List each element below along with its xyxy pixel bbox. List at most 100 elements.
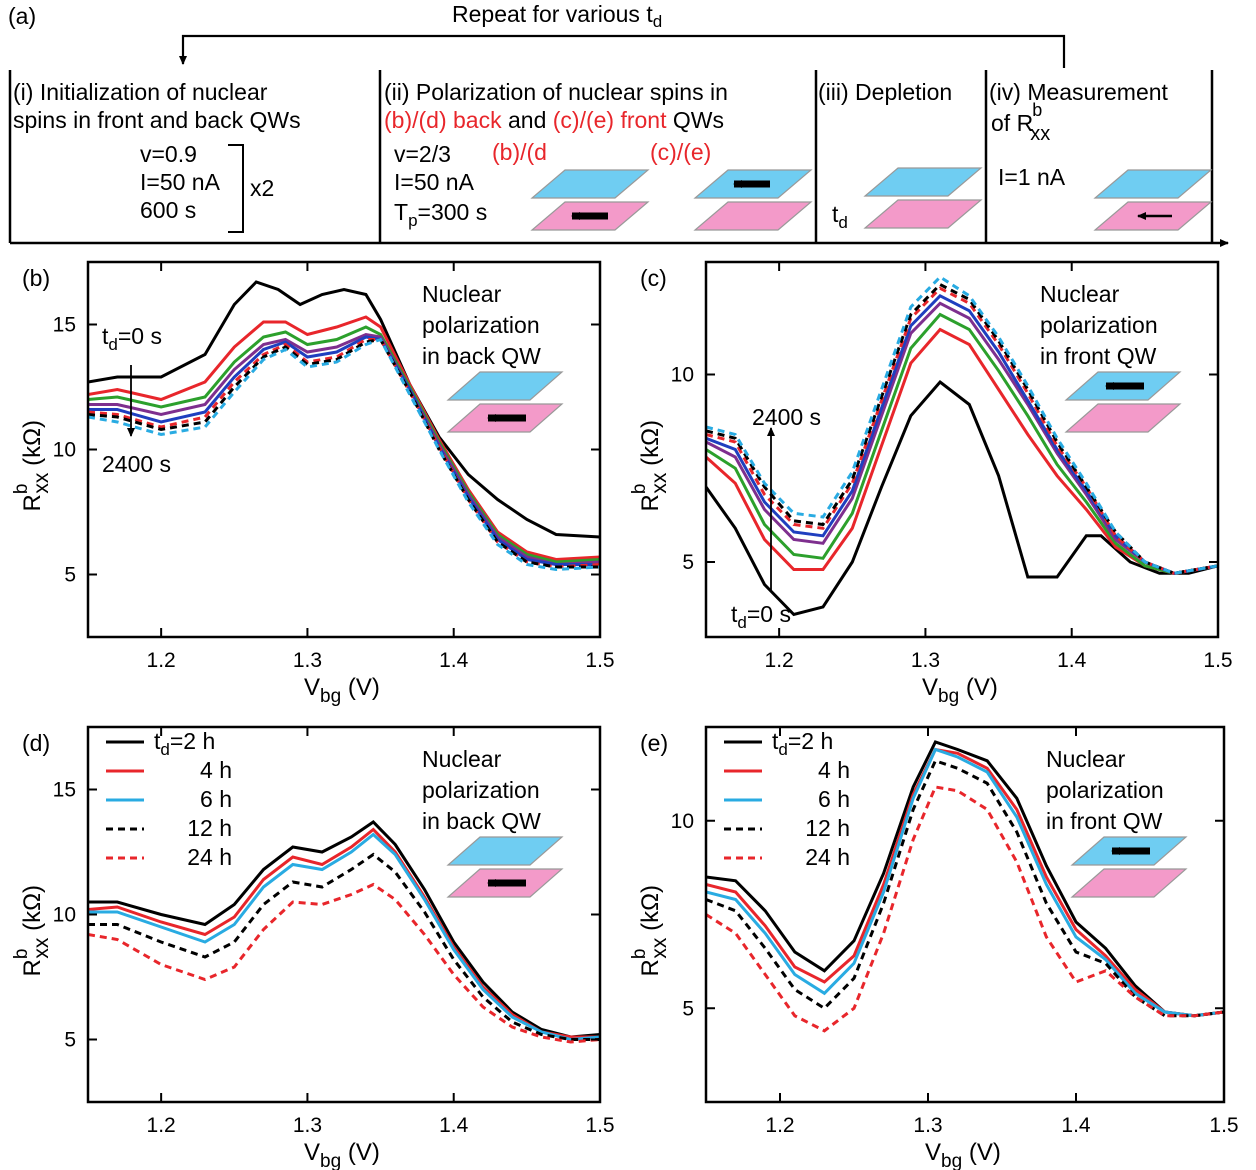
- series-line: [88, 827, 600, 1039]
- series-line: [88, 337, 600, 569]
- panel-label: (e): [640, 730, 668, 756]
- series-line: [88, 280, 600, 539]
- series-line: [88, 332, 600, 567]
- x-axis-label: Vbg (V): [922, 674, 998, 707]
- series-line: [88, 337, 600, 572]
- annotation-text: Nuclear: [1040, 281, 1120, 307]
- x-tick-label: 1.4: [1057, 649, 1087, 672]
- series-line: [706, 379, 1218, 617]
- y-tick-label: 5: [64, 1029, 76, 1052]
- y-axis-label: Rbxx (kΩ): [629, 420, 671, 512]
- x-tick-label: 1.2: [147, 649, 176, 672]
- series-line: [706, 747, 1224, 1018]
- front-qw-sheet: [446, 371, 564, 401]
- y-tick-label: 10: [53, 439, 76, 462]
- series-line: [706, 286, 1218, 575]
- series-line: [706, 275, 1218, 575]
- step3-td: td: [832, 201, 848, 232]
- legend-label: 12 h: [187, 815, 232, 841]
- x-axis-label: Vbg (V): [304, 1139, 380, 1170]
- series-line: [706, 301, 1218, 575]
- step2-tp: Tp=300 s: [394, 199, 487, 230]
- series-line: [88, 335, 600, 566]
- x-tick-label: 1.5: [585, 649, 614, 672]
- repeat-loop-arrow: [179, 34, 1066, 68]
- series-line: [88, 325, 600, 564]
- legend-label: td=2 h: [154, 728, 215, 759]
- annotation-text: polarization: [1046, 777, 1164, 803]
- x-axis-label: Vbg (V): [304, 674, 380, 707]
- series-line: [706, 312, 1218, 575]
- front-qw-sheet: [446, 836, 564, 866]
- x-tick-label: 1.3: [911, 649, 940, 672]
- arrow-label-top: td=0 s: [102, 323, 162, 354]
- y-tick-label: 15: [53, 779, 76, 802]
- annotation-text: in front QW: [1040, 343, 1157, 369]
- series-line: [706, 327, 1218, 575]
- y-axis-label: Rbxx (kΩ): [629, 885, 671, 977]
- front-qw-sheet: [530, 169, 650, 199]
- annotation-text: in back QW: [422, 343, 541, 369]
- x-tick-label: 1.4: [439, 1114, 469, 1137]
- plot-frame: [704, 260, 1220, 639]
- back-qw-sheet: [1064, 403, 1182, 433]
- back-qw-sheet: [1070, 868, 1188, 898]
- step1-subtitle: spins in front and back QWs: [13, 107, 301, 133]
- step2-param: v=2/3: [394, 141, 451, 167]
- arrow-label-bottom: td=0 s: [731, 601, 791, 632]
- annotation-text: Nuclear: [422, 281, 502, 307]
- y-tick-label: 10: [53, 904, 76, 927]
- annotation-text: polarization: [422, 312, 540, 338]
- series-line: [706, 747, 1224, 1018]
- step2-subtitle: (b)/(d) back and (c)/(e) front QWs: [384, 107, 724, 133]
- legend-label: 4 h: [200, 757, 232, 783]
- repeat-loop-label: Repeat for various td: [452, 1, 662, 31]
- protocol-schematic: (a) Repeat for various td (i) Initializa…: [8, 1, 1229, 247]
- x-tick-label: 1.5: [1203, 649, 1232, 672]
- y-axis-label: Rbxx (kΩ): [11, 420, 53, 512]
- annotation-text: polarization: [1040, 312, 1158, 338]
- arrow-label-bottom: 2400 s: [102, 451, 171, 477]
- y-tick-label: 10: [671, 364, 694, 387]
- step2-label-back: (b)/(d: [492, 139, 547, 165]
- x-tick-label: 1.5: [1209, 1114, 1238, 1137]
- legend-label: 24 h: [805, 844, 850, 870]
- x-tick-label: 1.3: [293, 1114, 322, 1137]
- back-qw-sheet: [863, 199, 983, 229]
- x-tick-label: 1.5: [585, 1114, 614, 1137]
- y-tick-label: 5: [682, 997, 694, 1020]
- series-line: [88, 882, 600, 1044]
- x-tick-label: 1.2: [765, 1114, 794, 1137]
- series-line: [88, 852, 600, 1041]
- series-line: [706, 740, 1224, 1018]
- x-axis-label: Vbg (V): [925, 1139, 1001, 1170]
- legend-label: 6 h: [200, 786, 232, 812]
- annotation-text: Nuclear: [422, 746, 502, 772]
- legend-label: 6 h: [818, 786, 850, 812]
- step2-param: I=50 nA: [394, 169, 475, 195]
- x-tick-label: 1.4: [439, 649, 469, 672]
- panel-label-a: (a): [8, 3, 36, 29]
- legend-label: 24 h: [187, 844, 232, 870]
- series-line: [706, 785, 1224, 1033]
- panel-label: (d): [22, 730, 50, 756]
- legend-label: 4 h: [818, 757, 850, 783]
- y-axis-label: Rbxx (kΩ): [11, 885, 53, 977]
- annotation-text: polarization: [422, 777, 540, 803]
- step1-repeat: x2: [250, 175, 274, 201]
- step1-param: I=50 nA: [140, 169, 221, 195]
- y-tick-label: 15: [53, 314, 76, 337]
- chart-panel-c: 1.2 1.3 1.4 1.5 5 10 Vbg (V) Rbxx (kΩ) (c) Nuclea…: [629, 260, 1233, 707]
- step4-param: I=1 nA: [998, 164, 1066, 190]
- x-tick-label: 1.2: [147, 1114, 176, 1137]
- x-tick-label: 1.4: [1061, 1114, 1091, 1137]
- series-line: [88, 832, 600, 1042]
- y-tick-label: 5: [682, 551, 694, 574]
- y-tick-label: 5: [64, 564, 76, 587]
- x-tick-label: 1.3: [293, 649, 322, 672]
- series-line: [88, 820, 600, 1039]
- repeat-bracket: [228, 144, 244, 233]
- annotation-text: Nuclear: [1046, 746, 1126, 772]
- step1-param: 600 s: [140, 197, 196, 223]
- back-qw-sheet: [693, 201, 813, 231]
